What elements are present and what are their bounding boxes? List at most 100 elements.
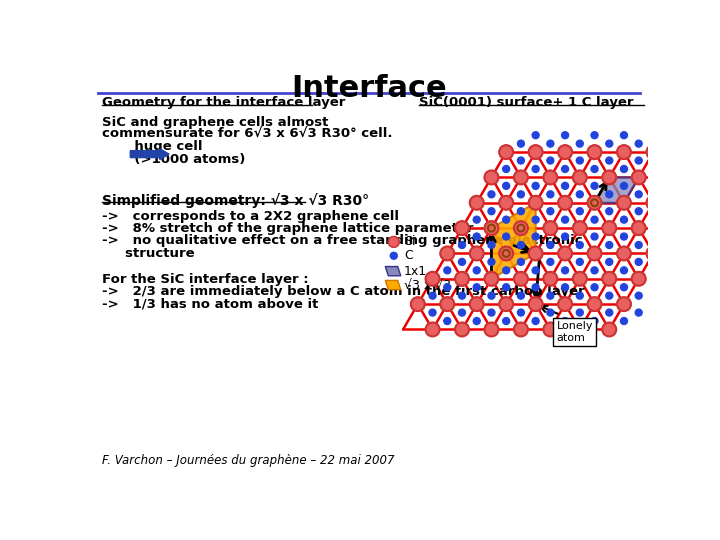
- Circle shape: [562, 183, 569, 190]
- Circle shape: [602, 322, 616, 336]
- Circle shape: [459, 292, 466, 299]
- Circle shape: [473, 267, 480, 274]
- Circle shape: [602, 221, 616, 235]
- Circle shape: [469, 247, 484, 260]
- Circle shape: [562, 166, 569, 172]
- Circle shape: [544, 221, 557, 235]
- Circle shape: [441, 247, 454, 260]
- Circle shape: [441, 297, 454, 311]
- Circle shape: [558, 145, 572, 159]
- Circle shape: [528, 145, 543, 159]
- Circle shape: [532, 132, 539, 139]
- Circle shape: [591, 166, 598, 172]
- Circle shape: [518, 259, 524, 265]
- Circle shape: [488, 208, 495, 215]
- Circle shape: [606, 208, 613, 215]
- Circle shape: [621, 216, 627, 223]
- Circle shape: [621, 233, 627, 240]
- Circle shape: [576, 140, 583, 147]
- Circle shape: [621, 132, 627, 139]
- Circle shape: [518, 292, 524, 299]
- Circle shape: [588, 196, 601, 210]
- Text: 1x1: 1x1: [404, 265, 427, 278]
- Text: ->   2/3 are immediately below a C atom in the first carbon layer: -> 2/3 are immediately below a C atom in…: [102, 285, 584, 298]
- Circle shape: [488, 292, 495, 299]
- Circle shape: [631, 171, 646, 184]
- Circle shape: [631, 272, 646, 286]
- Circle shape: [591, 132, 598, 139]
- Circle shape: [558, 196, 572, 210]
- Circle shape: [444, 318, 451, 325]
- Circle shape: [499, 247, 513, 260]
- Circle shape: [485, 171, 498, 184]
- Text: Si: Si: [404, 235, 415, 248]
- Polygon shape: [595, 178, 639, 203]
- Circle shape: [576, 309, 583, 316]
- Circle shape: [621, 267, 627, 274]
- Circle shape: [547, 292, 554, 299]
- Circle shape: [514, 322, 528, 336]
- Circle shape: [547, 259, 554, 265]
- Circle shape: [514, 221, 528, 235]
- Polygon shape: [385, 280, 401, 289]
- Circle shape: [562, 132, 569, 139]
- Circle shape: [390, 252, 397, 259]
- Circle shape: [591, 183, 598, 190]
- Circle shape: [488, 259, 495, 265]
- Circle shape: [532, 267, 539, 274]
- Circle shape: [621, 166, 627, 172]
- Circle shape: [547, 309, 554, 316]
- Polygon shape: [385, 267, 401, 276]
- Circle shape: [591, 216, 598, 223]
- Circle shape: [426, 322, 439, 336]
- Circle shape: [621, 318, 627, 325]
- Circle shape: [532, 318, 539, 325]
- Circle shape: [602, 171, 616, 184]
- Circle shape: [635, 292, 642, 299]
- Circle shape: [617, 145, 631, 159]
- Circle shape: [547, 157, 554, 164]
- Circle shape: [631, 221, 646, 235]
- Circle shape: [647, 247, 660, 260]
- Circle shape: [562, 216, 569, 223]
- Circle shape: [499, 297, 513, 311]
- Circle shape: [503, 267, 510, 274]
- Circle shape: [518, 191, 524, 198]
- Circle shape: [547, 191, 554, 198]
- Circle shape: [544, 171, 557, 184]
- Circle shape: [606, 309, 613, 316]
- Circle shape: [485, 272, 498, 286]
- Circle shape: [606, 157, 613, 164]
- Circle shape: [459, 259, 466, 265]
- Circle shape: [473, 284, 480, 291]
- Circle shape: [514, 171, 528, 184]
- Circle shape: [576, 241, 583, 248]
- Circle shape: [621, 183, 627, 190]
- Circle shape: [588, 297, 601, 311]
- Circle shape: [503, 183, 510, 190]
- Circle shape: [635, 140, 642, 147]
- Circle shape: [429, 309, 436, 316]
- Text: structure: structure: [102, 247, 194, 260]
- Circle shape: [388, 237, 399, 247]
- Text: ->   no qualitative effect on a free standing graphene electronic: -> no qualitative effect on a free stand…: [102, 234, 582, 247]
- Text: ->   1/3 has no atom above it: -> 1/3 has no atom above it: [102, 298, 318, 310]
- Circle shape: [576, 208, 583, 215]
- Circle shape: [547, 208, 554, 215]
- Text: F. Varchon – Journées du graphène – 22 mai 2007: F. Varchon – Journées du graphène – 22 m…: [102, 454, 394, 467]
- Circle shape: [635, 241, 642, 248]
- Circle shape: [499, 196, 513, 210]
- Circle shape: [473, 233, 480, 240]
- Circle shape: [591, 233, 598, 240]
- Circle shape: [635, 191, 642, 198]
- Circle shape: [459, 241, 466, 248]
- Circle shape: [617, 196, 631, 210]
- Text: ->   8% stretch of the graphene lattice parameter: -> 8% stretch of the graphene lattice pa…: [102, 222, 473, 235]
- Circle shape: [518, 208, 524, 215]
- Circle shape: [518, 157, 524, 164]
- Text: ->   corresponds to a 2X2 graphene cell: -> corresponds to a 2X2 graphene cell: [102, 210, 399, 222]
- Circle shape: [591, 284, 598, 291]
- Circle shape: [411, 297, 425, 311]
- Circle shape: [455, 272, 469, 286]
- Circle shape: [576, 157, 583, 164]
